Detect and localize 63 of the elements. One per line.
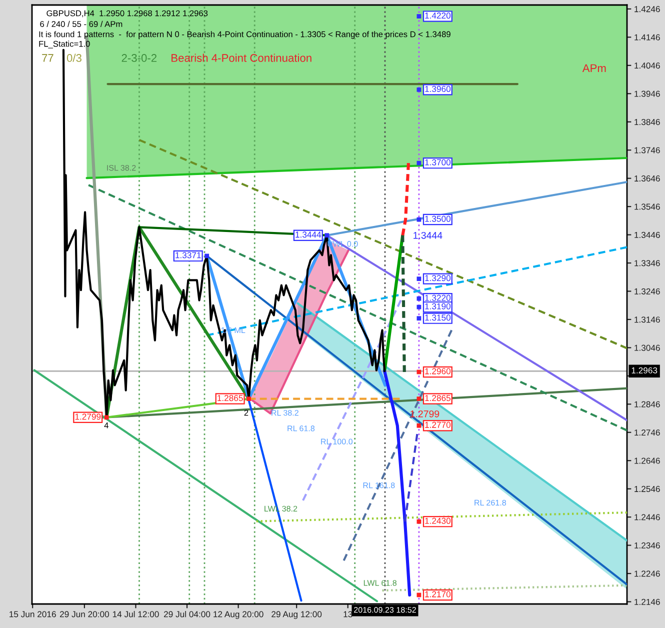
x-tick-label: 29 Jun 20:00 xyxy=(60,611,110,618)
data-label: 1.3444 xyxy=(296,232,322,238)
annotation: 0/3 xyxy=(66,54,82,62)
y-tick-label: 1.2646 xyxy=(634,458,660,464)
annotation: 1.3444 xyxy=(414,232,442,239)
annotation: 6 / 240 / 55 - 69 / APm xyxy=(40,20,122,28)
y-tick-label: 1.2346 xyxy=(634,542,660,548)
annotation: RL 100.0 xyxy=(321,438,353,444)
ref-line-label: 2016.09.23 18:52 xyxy=(354,606,416,613)
y-tick-label: 1.2746 xyxy=(634,429,660,436)
annotation: LWL 61.8 xyxy=(364,580,397,586)
y-tick-label: 1.3746 xyxy=(634,147,660,154)
annotation: RL 38.2 xyxy=(272,410,298,416)
x-tick-label: 14 Jul 12:00 xyxy=(112,610,159,618)
annotation: APm xyxy=(582,64,606,72)
y-tick-label: 1.2546 xyxy=(634,486,660,492)
x-tick-label: 12 Aug 20:00 xyxy=(214,611,264,619)
x-tick-label: 29 Aug 12:00 xyxy=(272,611,322,619)
y-tick-label: 1.3346 xyxy=(634,260,660,266)
y-tick-label: 1.4046 xyxy=(634,62,660,69)
data-label: 1.2865 xyxy=(425,394,450,402)
annotation: 2 xyxy=(244,410,248,416)
annotation: Bearish 4-Point Continuation xyxy=(172,54,312,62)
data-label: 1.3960 xyxy=(425,86,451,92)
data-label: 1.2430 xyxy=(425,518,451,524)
y-tick-label: 1.2846 xyxy=(634,401,660,408)
data-label: 1.2960 xyxy=(425,368,451,374)
annotation: ISL 38.2 xyxy=(107,164,136,171)
data-label: 1.3190 xyxy=(425,303,451,310)
y-tick-label: 1.3246 xyxy=(634,288,660,294)
annotation: RL 261.8 xyxy=(474,500,506,506)
annotation: RL 61.8 xyxy=(288,426,315,432)
data-label: 1.4220 xyxy=(425,12,451,19)
annotation: 77 xyxy=(42,54,54,62)
data-label: 1.2770 xyxy=(425,422,451,428)
y-tick-label: 1.3046 xyxy=(634,344,660,351)
data-label: 1.3220 xyxy=(425,294,451,301)
y-tick-label: 1.3146 xyxy=(634,316,660,323)
data-label: 1.2865 xyxy=(218,394,243,402)
y-tick-label: 1.2246 xyxy=(634,570,660,577)
annotation: 4 xyxy=(104,422,108,428)
annotation: 2-3-0-2 xyxy=(122,54,157,62)
y-tick-label: 1.2446 xyxy=(634,514,660,520)
y-tick-label: 1.4146 xyxy=(634,34,660,40)
annotation: FL_Static=1.0 xyxy=(39,40,90,48)
y-tick-label: 1.3446 xyxy=(634,232,660,238)
data-label: 1.2170 xyxy=(425,591,451,598)
x-tick-label: 15 Jun 2016 xyxy=(10,611,56,618)
data-label: 1.3371 xyxy=(176,252,201,258)
y-tick-label: 1.3646 xyxy=(634,175,660,182)
annotation: It is found 1 patterns - for pattern N 0 - Bearish 4-Point Continuation - 1.3305 < Range of the prices D < 1.3489 xyxy=(39,31,450,39)
y-tick-label: 1.3846 xyxy=(634,118,660,126)
data-label: 1.3700 xyxy=(425,159,451,166)
data-label: 1.3290 xyxy=(425,275,451,282)
data-label: 1.3150 xyxy=(425,314,451,321)
x-tick-label: 29 Jul 04:00 xyxy=(164,610,210,618)
y-tick-label: 1.2146 xyxy=(634,598,660,605)
text: GBPUSD,H4 1.2950 1.2968 1.2912 1.2963 xyxy=(46,10,208,18)
ref-line-label: 1.2963 xyxy=(632,367,658,374)
y-tick-label: 1.4246 xyxy=(634,6,660,12)
data-label: 1.3500 xyxy=(425,216,451,222)
y-tick-label: 1.3546 xyxy=(634,204,660,210)
y-tick-label: 1.3946 xyxy=(634,90,660,97)
